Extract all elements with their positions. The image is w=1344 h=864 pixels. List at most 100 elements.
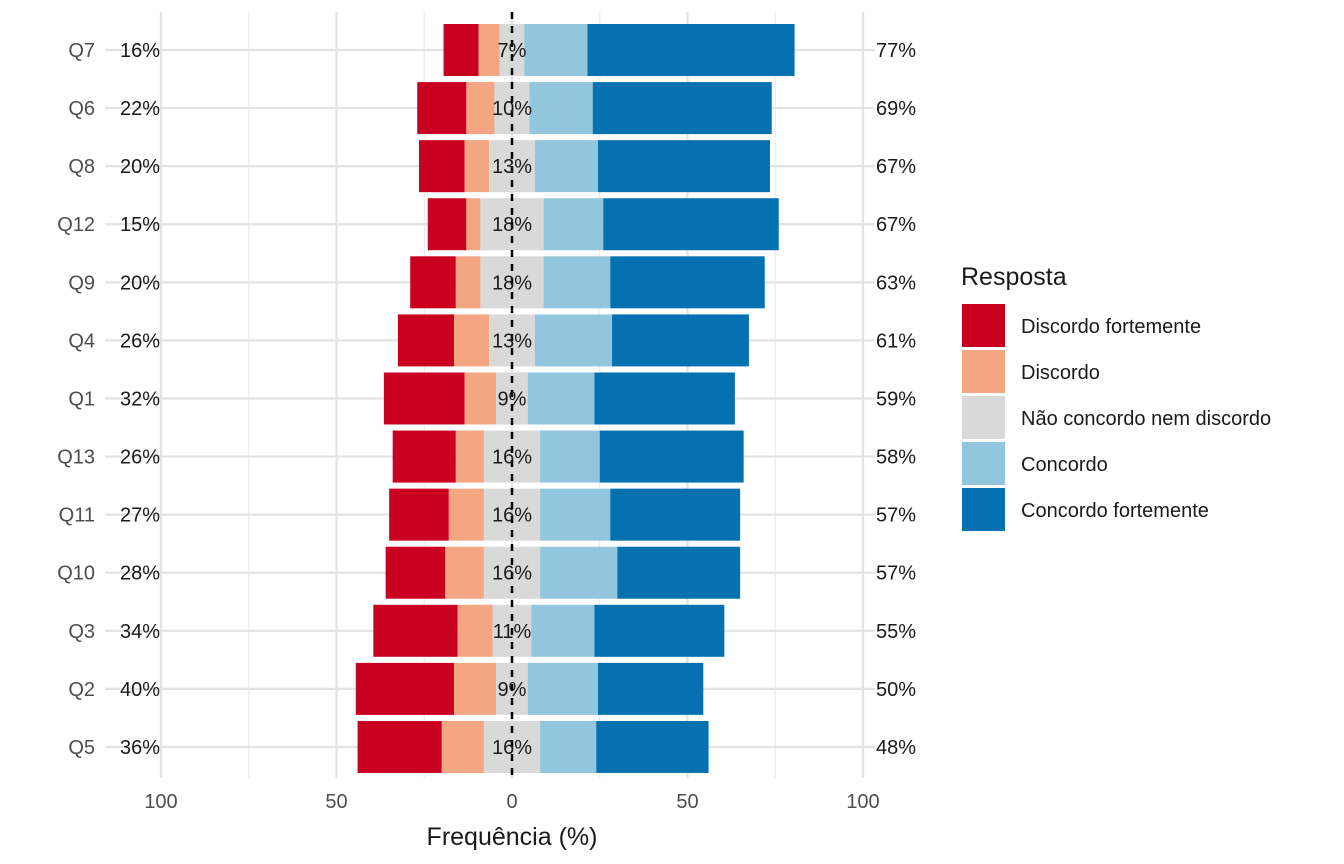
category-label: Q7	[68, 40, 95, 62]
bar-segment-discordo	[457, 604, 493, 657]
bar-segment-concordo-fortemente	[594, 604, 725, 657]
bar-segment-discordo-fortemente	[392, 430, 456, 483]
neutral-percent-label: 11%	[493, 621, 532, 643]
bar-segment-concordo	[527, 372, 595, 425]
bar-segment-concordo	[540, 488, 611, 541]
bar-segment-discordo	[445, 546, 484, 599]
agree-percent-label: 69%	[876, 98, 916, 120]
neutral-percent-label: 7%	[498, 40, 527, 62]
bar-segment-discordo	[464, 372, 497, 425]
disagree-percent-label: 20%	[120, 156, 160, 178]
bar-segment-concordo-fortemente	[592, 82, 772, 135]
bars	[355, 24, 795, 773]
agree-percent-label: 55%	[876, 621, 916, 643]
bar-segment-concordo-fortemente	[612, 314, 749, 367]
x-tick-label: 100	[846, 791, 879, 813]
category-label: Q3	[68, 621, 95, 643]
bar-segment-discordo	[454, 314, 490, 367]
neutral-percent-label: 16%	[492, 563, 532, 585]
bar-segment-concordo	[524, 24, 588, 76]
bar-segment-concordo-fortemente	[596, 720, 709, 773]
disagree-percent-label: 36%	[120, 737, 160, 759]
bar-segment-concordo-fortemente	[599, 430, 744, 483]
legend-swatch	[962, 488, 1005, 531]
neutral-percent-label: 18%	[492, 214, 532, 236]
legend-label: Discordo	[1021, 362, 1100, 384]
neutral-percent-label: 13%	[492, 156, 532, 178]
disagree-percent-label: 15%	[120, 214, 160, 236]
bar-segment-concordo-fortemente	[594, 372, 735, 425]
bar-segment-discordo	[455, 256, 481, 309]
neutral-percent-label: 18%	[492, 272, 532, 294]
disagree-percent-label: 32%	[120, 388, 160, 410]
bar-segment-concordo-fortemente	[597, 140, 770, 193]
bar-segment-concordo-fortemente	[610, 256, 765, 309]
category-label: Q4	[68, 330, 95, 352]
bar-segment-discordo-fortemente	[418, 140, 465, 193]
disagree-percent-label: 26%	[120, 330, 160, 352]
agree-percent-label: 48%	[876, 737, 916, 759]
agree-percent-label: 57%	[876, 505, 916, 527]
agree-percent-label: 61%	[876, 330, 916, 352]
disagree-percent-label: 34%	[120, 621, 160, 643]
bar-segment-concordo-fortemente	[603, 198, 779, 251]
bar-segment-concordo	[534, 140, 598, 193]
bar-segment-discordo-fortemente	[427, 198, 467, 251]
neutral-percent-label: 13%	[492, 330, 532, 352]
legend-label: Concordo fortemente	[1021, 500, 1209, 522]
x-tick-label: 50	[676, 791, 698, 813]
bar-segment-discordo-fortemente	[385, 546, 446, 599]
neutral-percent-label: 16%	[492, 737, 532, 759]
category-label: Q1	[68, 388, 95, 410]
bar-segment-discordo	[455, 430, 484, 483]
bar-segment-discordo-fortemente	[357, 720, 442, 773]
category-label: Q13	[57, 447, 95, 469]
x-tick-label: 0	[506, 791, 517, 813]
disagree-percent-label: 40%	[120, 679, 160, 701]
bar-segment-discordo-fortemente	[443, 24, 479, 76]
disagree-percent-label: 22%	[120, 98, 160, 120]
legend: Discordo fortemente Discordo Não concordo …	[962, 304, 1271, 531]
disagree-percent-label: 27%	[120, 505, 160, 527]
legend-label: Não concordo nem discordo	[1021, 408, 1271, 430]
disagree-percent-label: 26%	[120, 447, 160, 469]
bar-segment-discordo	[466, 82, 495, 135]
bar-segment-discordo	[454, 662, 497, 715]
category-label: Q5	[68, 737, 95, 759]
category-label: Q9	[68, 272, 95, 294]
bar-segment-concordo-fortemente	[587, 24, 795, 76]
legend-swatch	[962, 396, 1005, 439]
neutral-percent-label: 9%	[498, 388, 527, 410]
legend-swatch	[962, 304, 1005, 347]
bar-segment-discordo-fortemente	[383, 372, 465, 425]
bar-segment-concordo	[531, 604, 595, 657]
disagree-percent-label: 28%	[120, 563, 160, 585]
bar-segment-concordo-fortemente	[597, 662, 704, 715]
x-axis-ticks: 100 50 0 50 100	[144, 791, 879, 813]
bar-segment-discordo	[441, 720, 484, 773]
legend-label: Concordo	[1021, 454, 1108, 476]
agree-percent-label: 57%	[876, 563, 916, 585]
bar-segment-concordo	[534, 314, 613, 367]
bar-segment-concordo	[529, 82, 593, 135]
disagree-percent-label: 20%	[120, 272, 160, 294]
x-axis-title: Frequência (%)	[427, 823, 598, 851]
legend-swatch	[962, 442, 1005, 485]
x-tick-label: 50	[325, 791, 347, 813]
category-label: Q10	[57, 563, 95, 585]
disagree-percent-label: 16%	[120, 40, 160, 62]
category-label: Q2	[68, 679, 95, 701]
category-label: Q6	[68, 98, 95, 120]
bar-segment-concordo-fortemente	[610, 488, 741, 541]
bar-segment-discordo-fortemente	[373, 604, 458, 657]
bar-segment-discordo-fortemente	[397, 314, 455, 367]
agree-percent-label: 67%	[876, 214, 916, 236]
agree-percent-label: 67%	[876, 156, 916, 178]
bar-segment-concordo	[540, 546, 618, 599]
bar-segment-discordo	[478, 24, 500, 76]
bar-segment-discordo-fortemente	[410, 256, 456, 309]
bar-segment-concordo	[540, 720, 597, 773]
row-labels: Q7 16% 7% 77% Q6 22% 10% 69% Q8 20% 13% 67% Q12 15% 18…	[57, 40, 916, 759]
agree-percent-label: 58%	[876, 447, 916, 469]
